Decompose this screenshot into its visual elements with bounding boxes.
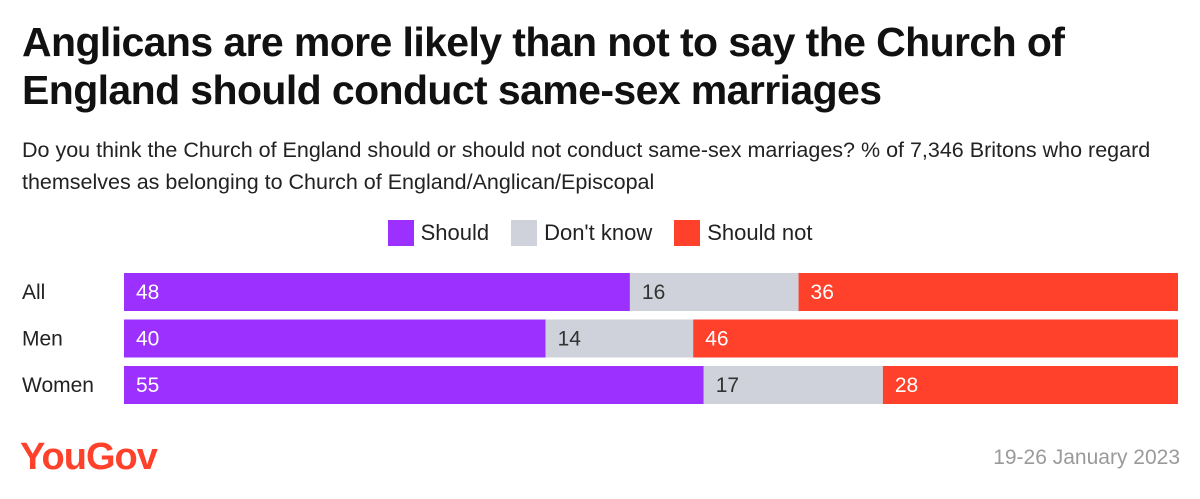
bar-men-should [124,319,546,358]
legend-swatch-should-not [674,220,701,246]
bar-women-should [124,366,704,404]
data-label-men-don-t-know: 14 [558,328,582,351]
yougov-logo: YouGov [20,436,158,478]
data-label-women-don-t-know: 17 [716,374,739,397]
chart-title: Anglicans are more likely than not to sa… [22,19,1065,113]
data-label-men-should: 40 [136,328,159,351]
legend-label-should-not: Should not [707,220,813,245]
legend-label-should: Should [420,220,490,245]
legend-item-dont-know: Don't know [511,220,652,246]
data-label-women-should: 55 [136,374,159,397]
chart-subtitle: Do you think the Church of England shoul… [22,138,1151,194]
legend-item-should: Should [387,220,490,246]
stacked-bar-chart: All 48 16 36 Men 40 14 46 Women 55 17 28 [22,273,1178,404]
data-label-all-don-t-know: 16 [642,281,665,304]
bar-all-should [124,273,630,311]
data-label-men-should-not: 46 [705,328,728,351]
bar-all-should-not [798,273,1178,311]
bar-men-should-not [693,319,1178,358]
legend-swatch-dont-know [511,220,538,246]
legend-item-should-not: Should not [674,220,812,246]
fieldwork-date: 19-26 January 2023 [993,446,1180,469]
legend-swatch-should [387,220,414,246]
category-label-men: Men [22,328,63,351]
data-label-women-should-not: 28 [895,374,918,397]
category-label-all: All [22,281,45,304]
bar-all-don-t-know [629,273,799,311]
legend: Should Don't know Should not [0,217,1200,249]
bar-women-don-t-know [703,366,883,404]
bar-men-don-t-know [545,319,694,358]
bar-women-should-not [882,366,1178,404]
legend-label-dont-know: Don't know [544,220,653,245]
data-label-all-should-not: 36 [811,281,834,304]
category-label-women: Women [22,374,94,397]
data-label-all-should: 48 [136,281,159,304]
